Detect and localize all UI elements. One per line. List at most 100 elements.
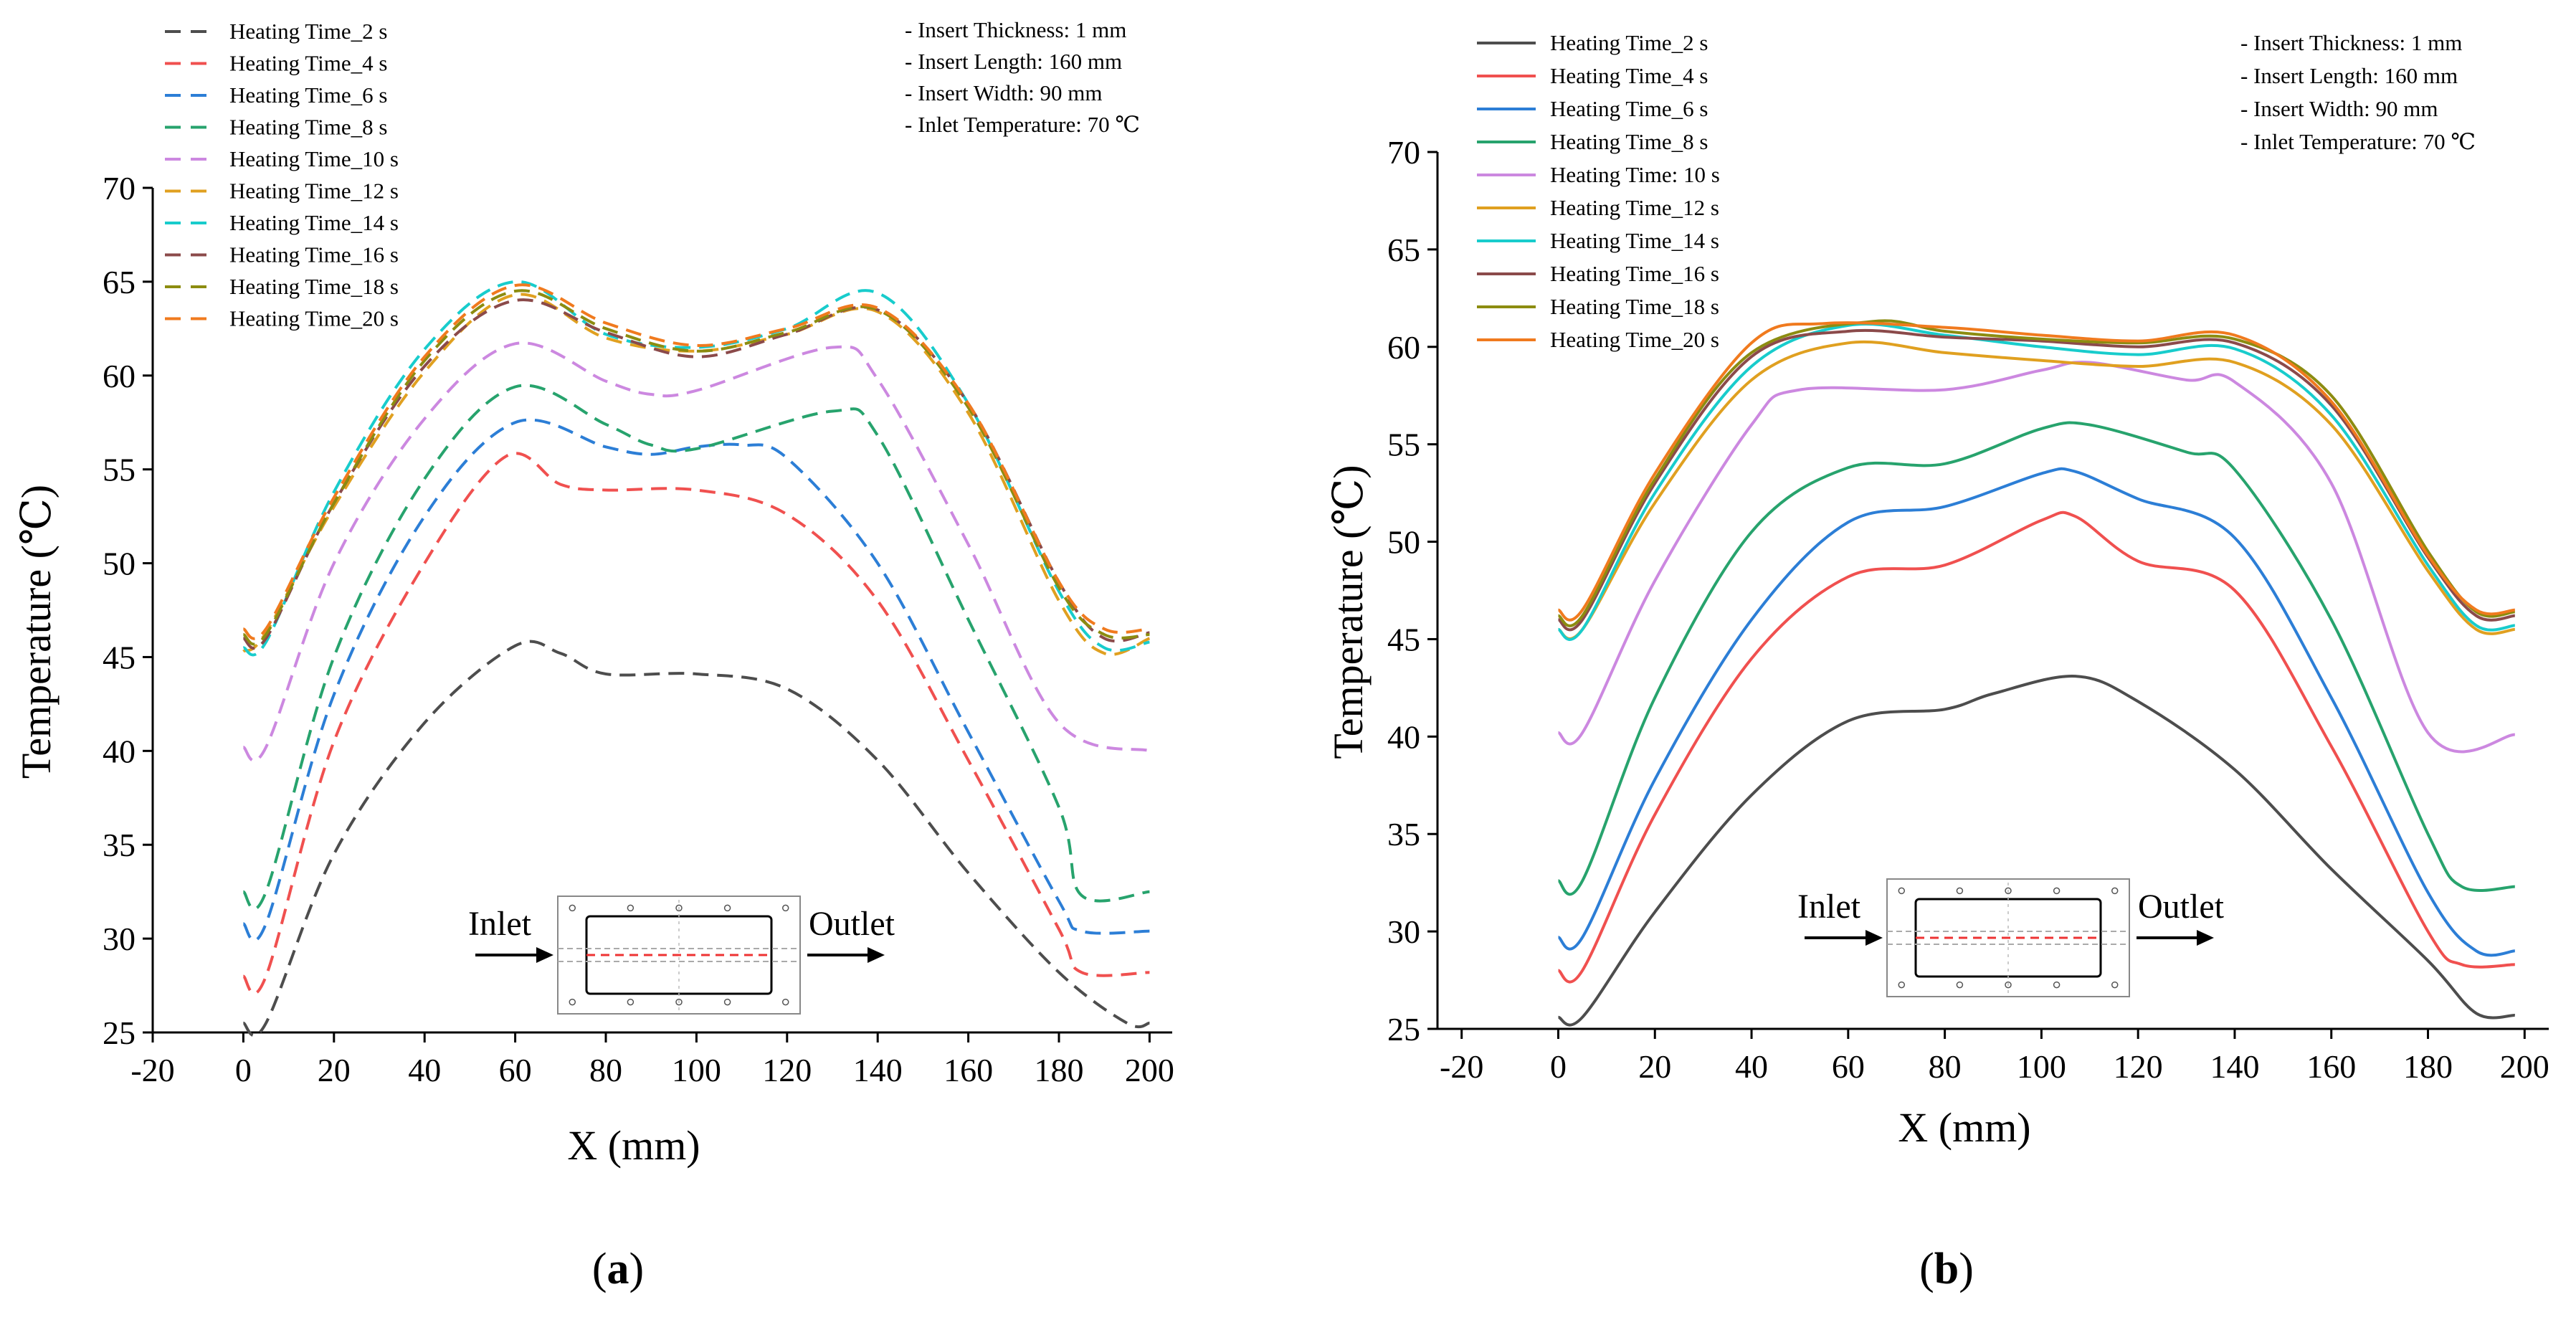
parameter-note: - Insert Thickness: 1 mm bbox=[905, 17, 1126, 42]
legend-label: Heating Time_12 s bbox=[229, 179, 399, 204]
legend-label: Heating Time_4 s bbox=[229, 51, 387, 76]
inlet-arrow-head bbox=[1866, 930, 1883, 946]
bolt-hole bbox=[1898, 887, 1906, 895]
outlet-arrow-head bbox=[868, 947, 885, 963]
legend-label: Heating Time: 10 s bbox=[1550, 162, 1720, 187]
panel-label: (a) bbox=[592, 1245, 644, 1293]
bolt-hole bbox=[569, 998, 576, 1006]
legend-label: Heating Time_14 s bbox=[1550, 228, 1719, 253]
bolt-hole bbox=[781, 998, 789, 1006]
bolt-hole bbox=[723, 998, 731, 1006]
bolt-hole bbox=[781, 904, 789, 912]
legend-label: Heating Time_2 s bbox=[1550, 30, 1708, 55]
bolt-hole bbox=[1956, 887, 1964, 895]
x-tick-label: 160 bbox=[944, 1052, 993, 1088]
legend-label: Heating Time_12 s bbox=[1550, 195, 1719, 220]
series-line-3 bbox=[1557, 467, 2516, 957]
x-tick-label: 140 bbox=[2210, 1048, 2259, 1085]
legend-label: Heating Time_6 s bbox=[229, 82, 387, 108]
x-tick-label: 180 bbox=[2403, 1048, 2453, 1085]
legend-label: Heating Time_20 s bbox=[229, 306, 399, 331]
series-line-7 bbox=[1557, 323, 2516, 641]
y-tick-label: 70 bbox=[1387, 134, 1420, 171]
series-line-6 bbox=[242, 293, 1151, 656]
y-tick-label: 25 bbox=[1387, 1011, 1420, 1048]
series-line-8 bbox=[242, 298, 1150, 650]
inlet-label: Inlet bbox=[1797, 888, 1861, 926]
series-line-4 bbox=[242, 384, 1150, 911]
inset-schematic: Inlet Outlet bbox=[1797, 878, 2225, 997]
y-tick-label: 65 bbox=[1387, 232, 1420, 268]
series-line-4 bbox=[1557, 421, 2515, 896]
x-tick-label: 40 bbox=[408, 1052, 441, 1088]
panel-letter: b bbox=[1934, 1245, 1959, 1293]
x-tick-label: 200 bbox=[1125, 1052, 1174, 1088]
y-tick-label: 70 bbox=[103, 170, 136, 206]
series-line-3 bbox=[242, 418, 1150, 942]
y-axis-title: Temperature (℃) bbox=[1325, 465, 1372, 759]
x-tick-label: 100 bbox=[2017, 1048, 2066, 1085]
inset-schematic: Inlet Outlet bbox=[468, 896, 895, 1015]
bolt-hole bbox=[675, 998, 683, 1006]
legend-label: Heating Time_18 s bbox=[229, 274, 399, 299]
parameter-note: - Insert Length: 160 mm bbox=[905, 49, 1122, 74]
y-tick-label: 65 bbox=[103, 264, 136, 300]
legend-label: Heating Time_16 s bbox=[1550, 261, 1719, 286]
y-tick-label: 35 bbox=[1387, 816, 1420, 852]
bolt-hole bbox=[2005, 981, 2012, 989]
series-line-1 bbox=[1557, 675, 2515, 1027]
x-tick-label: 100 bbox=[672, 1052, 721, 1088]
bolt-hole bbox=[723, 904, 731, 912]
legend: Heating Time_2 s Heating Time_4 s Heating … bbox=[1477, 30, 1720, 352]
legend-label: Heating Time_6 s bbox=[1550, 96, 1708, 121]
y-tick-label: 30 bbox=[1387, 913, 1420, 950]
bolt-hole bbox=[627, 998, 635, 1006]
legend-label: Heating Time_18 s bbox=[1550, 294, 1719, 319]
series-line-6 bbox=[1557, 340, 2516, 640]
x-tick-label: 20 bbox=[1638, 1048, 1671, 1085]
legend-label: Heating Time_20 s bbox=[1550, 327, 1719, 352]
x-axis-title: X (mm) bbox=[567, 1122, 700, 1169]
outlet-arrow-head bbox=[2197, 930, 2214, 946]
y-tick-label: 60 bbox=[1387, 329, 1420, 366]
x-tick-label: 20 bbox=[318, 1052, 351, 1088]
y-tick-label: 50 bbox=[103, 546, 136, 582]
x-tick-label: 160 bbox=[2306, 1048, 2356, 1085]
bolt-hole bbox=[627, 904, 635, 912]
parameter-note: - Inlet Temperature: 70 ℃ bbox=[905, 112, 1140, 137]
chart-panel-b: -20 0 20 40 60 80 100 120 140 160 180 200 25 30 35 40 45… bbox=[1325, 30, 2549, 1293]
x-tick-label: -20 bbox=[130, 1052, 174, 1088]
y-tick-label: 30 bbox=[103, 921, 136, 957]
legend-label: Heating Time_2 s bbox=[229, 19, 387, 44]
y-tick-label: 35 bbox=[103, 827, 136, 863]
x-tick-label: -20 bbox=[1440, 1048, 1483, 1085]
inlet-arrow-head bbox=[536, 947, 553, 963]
x-tick-label: 60 bbox=[1832, 1048, 1865, 1085]
x-tick-label: 120 bbox=[2114, 1048, 2163, 1085]
y-tick-label: 55 bbox=[103, 452, 136, 488]
y-tick-label: 25 bbox=[103, 1015, 136, 1051]
outlet-label: Outlet bbox=[2138, 888, 2225, 926]
y-tick-label: 40 bbox=[103, 733, 136, 769]
x-tick-label: 40 bbox=[1735, 1048, 1768, 1085]
bolt-hole bbox=[675, 904, 683, 912]
y-tick-label: 40 bbox=[1387, 718, 1420, 755]
legend-label: Heating Time_14 s bbox=[229, 210, 399, 235]
x-tick-label: 80 bbox=[589, 1052, 622, 1088]
x-tick-label: 120 bbox=[762, 1052, 812, 1088]
bolt-hole bbox=[1898, 981, 1906, 989]
series-line-1 bbox=[242, 640, 1150, 1037]
x-tick-label: 60 bbox=[499, 1052, 532, 1088]
y-axis-title: Temperature (℃) bbox=[13, 485, 60, 779]
x-tick-label: 200 bbox=[2500, 1048, 2549, 1085]
bolt-hole bbox=[2111, 981, 2119, 989]
series-line-5 bbox=[1557, 361, 2516, 754]
bolt-hole bbox=[2111, 887, 2119, 895]
parameter-note: - Inlet Temperature: 70 ℃ bbox=[2240, 129, 2476, 154]
y-tick-label: 55 bbox=[1387, 427, 1420, 463]
legend-label: Heating Time_10 s bbox=[229, 146, 399, 171]
bolt-hole bbox=[1956, 981, 1964, 989]
series-line-9 bbox=[242, 289, 1150, 646]
bolt-hole bbox=[2053, 981, 2061, 989]
